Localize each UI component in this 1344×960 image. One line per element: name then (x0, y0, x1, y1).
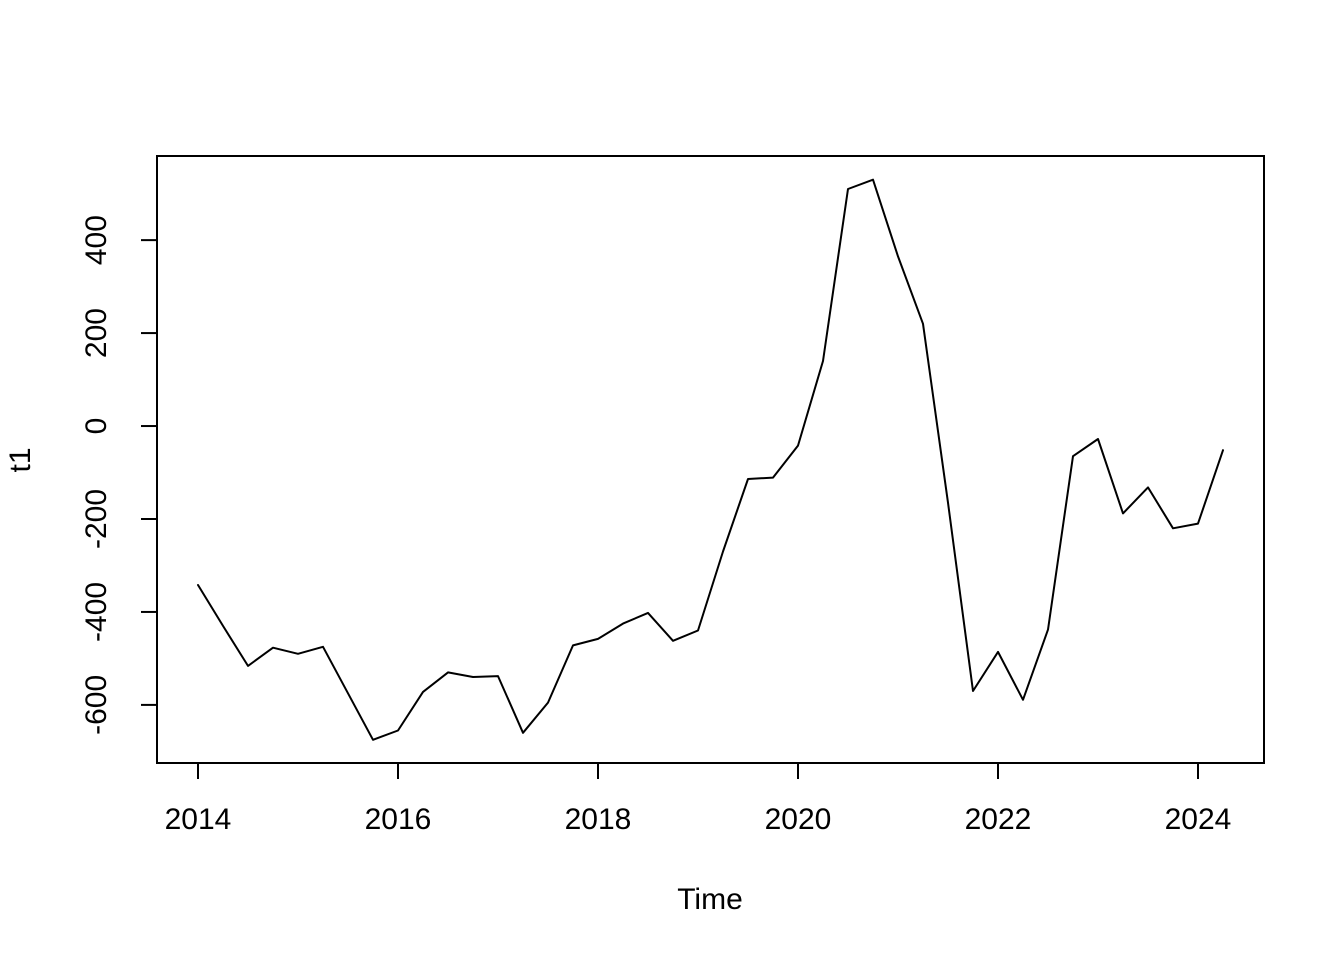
y-tick-label: 0 (80, 418, 113, 435)
x-tick-label: 2018 (565, 803, 632, 836)
series-line-t1 (197, 178, 1224, 741)
y-tick-label: -200 (80, 489, 113, 549)
x-tick-label: 2020 (765, 803, 832, 836)
plot-layer: 2014 2016 2018 2020 2022 2024 -600 -400 -200 0 200… (80, 155, 1265, 836)
x-tick-label: 2016 (365, 803, 432, 836)
x-tick-label: 2014 (165, 803, 232, 836)
x-tick-label: 2022 (965, 803, 1032, 836)
y-tick-label: 200 (80, 308, 113, 358)
y-tick-label: 400 (80, 215, 113, 265)
y-tick-label: -400 (80, 582, 113, 642)
y-axis-label: t1 (4, 447, 37, 472)
y-tick-label: -600 (80, 675, 113, 735)
x-tick-label: 2024 (1165, 803, 1232, 836)
plot-box (156, 155, 1265, 764)
x-axis-label: Time (677, 883, 743, 916)
